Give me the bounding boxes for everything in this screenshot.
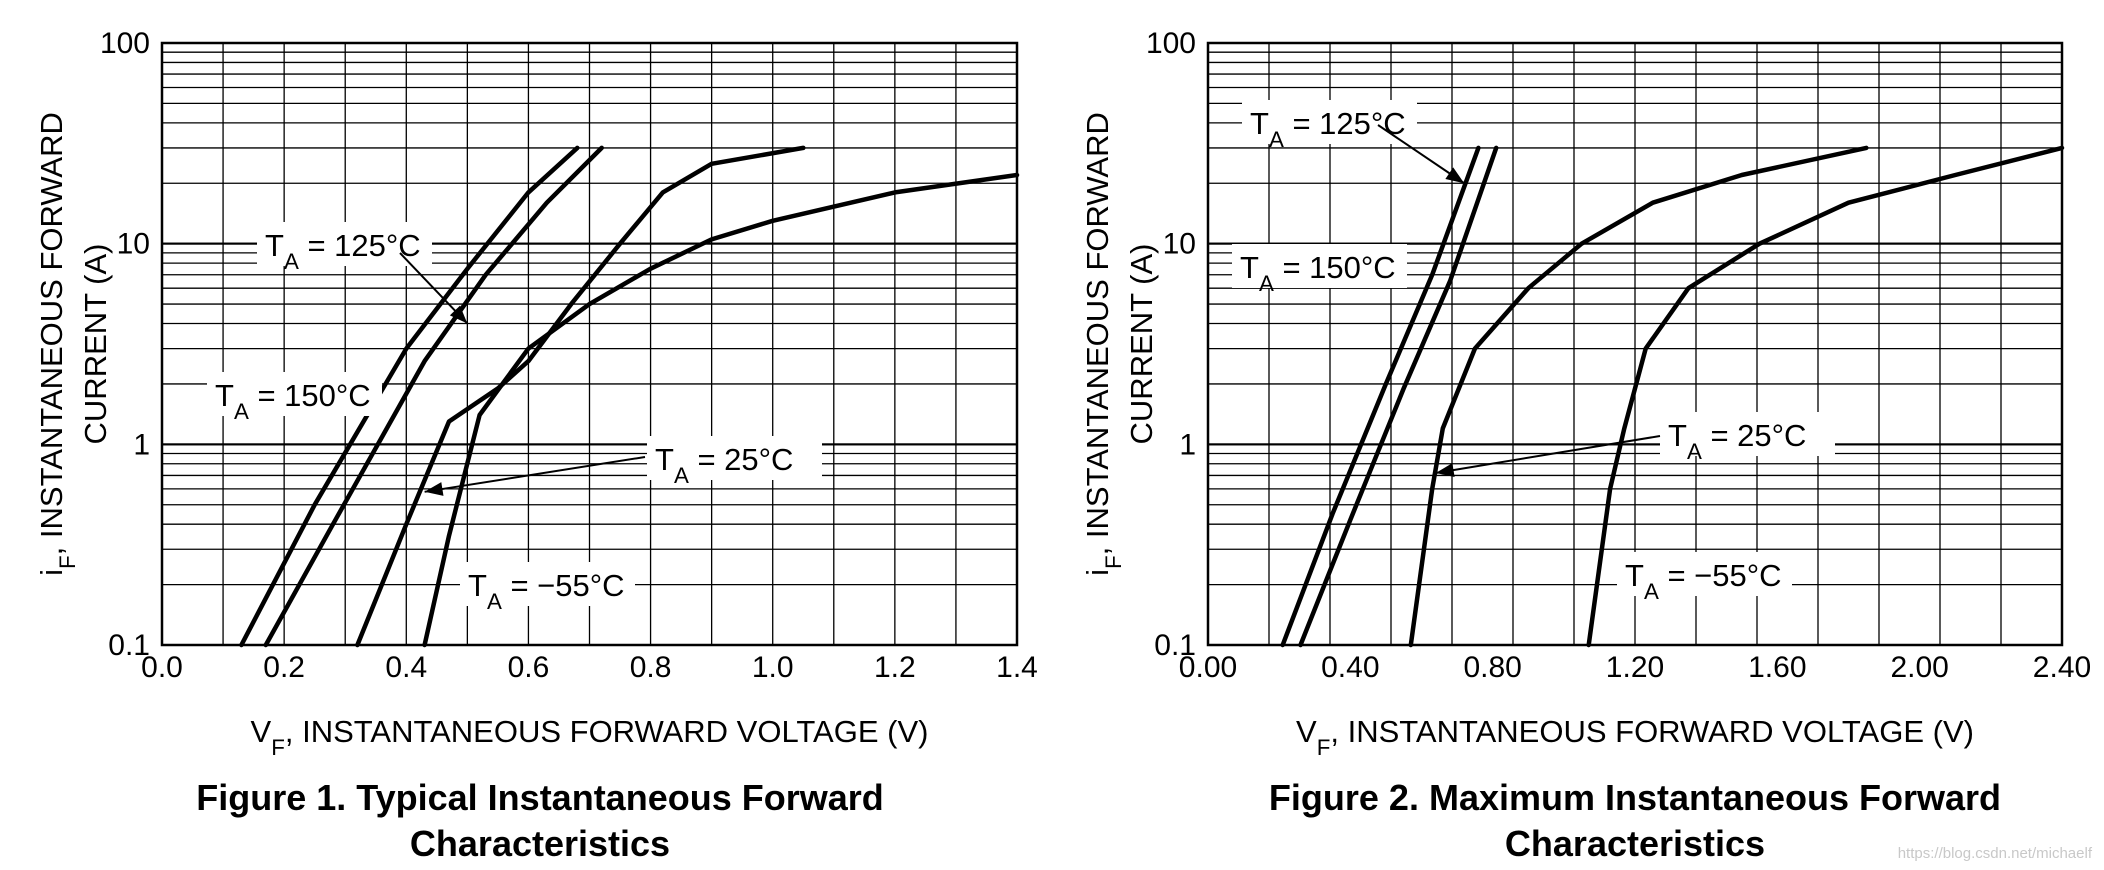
- annotation-2: TA = 150°C: [1232, 244, 1407, 296]
- arrowhead: [449, 305, 468, 324]
- annotation-1: TA = 125°C: [257, 222, 469, 325]
- y-axis-label-line1: iF, INSTANTANEOUS FORWARD: [1080, 112, 1126, 576]
- x-tick-label: 2.40: [2033, 651, 2091, 684]
- annotation-label: TA = 25°C: [655, 442, 793, 488]
- annotation-label: TA = 125°C: [265, 228, 421, 274]
- y-axis-label: iF, INSTANTANEOUS FORWARD CURRENT (A): [34, 112, 113, 576]
- annotation-bg: [1660, 412, 1835, 456]
- annotation-3: TA = 25°C: [424, 436, 822, 496]
- figure1-title: Figure 1. Typical Instantaneous Forward: [196, 777, 884, 818]
- y-tick-label: 1: [1179, 428, 1196, 461]
- annotation-4: TA = −55°C: [460, 562, 635, 614]
- y-tick-label: 1: [133, 428, 150, 461]
- chart-2: 0.00 0.40 0.80 1.20 1.60 2.00 2.40 0.1 1 10 100 VF,…: [1080, 27, 2091, 760]
- annotation-bg: [647, 436, 822, 480]
- plot-frame: [160, 41, 1019, 647]
- y-tick-label: 10: [117, 228, 150, 261]
- series-line-2: [1298, 145, 1499, 648]
- annotation-label: TA = −55°C: [468, 568, 625, 614]
- x-tick-label: 0.4: [385, 651, 427, 684]
- y-tick-label: 0.1: [108, 629, 150, 662]
- x-tick-label: 0.2: [263, 651, 305, 684]
- figure1-caption: Figure 1. Typical Instantaneous Forward …: [130, 775, 950, 867]
- x-tick-label: 0.0: [141, 651, 183, 684]
- y-tick-label: 10: [1163, 228, 1196, 261]
- y-tick-label: 100: [1146, 27, 1196, 60]
- y-tick-label: 100: [100, 27, 150, 60]
- annotation-bg: [460, 562, 635, 606]
- x-axis-label: VF, INSTANTANEOUS FORWARD VOLTAGE (V): [251, 714, 929, 760]
- x-tick-label: 2.00: [1890, 651, 1948, 684]
- series-line-4: [422, 172, 1020, 648]
- y-tick-label: 0.1: [1154, 629, 1196, 662]
- annotation-label: TA = 150°C: [1240, 250, 1396, 296]
- annotation-label: TA = −55°C: [1625, 558, 1782, 604]
- annotation-1: TA = 125°C: [1242, 100, 1465, 185]
- x-tick-label: 0.00: [1179, 651, 1237, 684]
- annotation-4: TA = −55°C: [1617, 552, 1792, 604]
- y-axis-label: iF, INSTANTANEOUS FORWARD CURRENT (A): [1080, 112, 1159, 576]
- x-axis-label: VF, INSTANTANEOUS FORWARD VOLTAGE (V): [1296, 714, 1974, 760]
- series-line-2: [263, 145, 604, 648]
- x-tick-label: 1.0: [752, 651, 794, 684]
- x-tick-label: 0.8: [630, 651, 672, 684]
- arrowhead: [1445, 167, 1465, 184]
- series-line-1: [1280, 145, 1481, 648]
- annotation-bg: [207, 372, 382, 416]
- annotation-label: TA = 25°C: [1668, 418, 1806, 464]
- y-axis-label-line2: CURRENT (A): [78, 244, 113, 445]
- x-tick-label: 1.60: [1748, 651, 1806, 684]
- watermark: https://blog.csdn.net/michaelf: [1897, 845, 2092, 862]
- series-line-1: [239, 145, 580, 648]
- arrowhead: [1435, 463, 1455, 477]
- annotation-2: TA = 150°C: [207, 372, 382, 424]
- annotation-bg: [1232, 244, 1407, 288]
- arrowhead: [424, 482, 444, 496]
- annotation-bg: [1617, 552, 1792, 596]
- chart-1: 0.0 0.2 0.4 0.6 0.8 1.0 1.2 1.4 0.1 1 10 100 VF, INS…: [34, 27, 1038, 760]
- y-axis-label-line2: CURRENT (A): [1124, 244, 1159, 445]
- series-line-4: [1586, 145, 2065, 648]
- annotation-arrow: [1435, 435, 1661, 474]
- annotation-arrow: [424, 456, 646, 493]
- figure1-title-line2: Characteristics: [409, 823, 671, 864]
- x-tick-label: 1.20: [1606, 651, 1664, 684]
- annotation-label: TA = 150°C: [215, 378, 371, 424]
- x-tick-label: 0.6: [508, 651, 550, 684]
- annotation-bg: [1242, 100, 1417, 144]
- figure2-title: Figure 2. Maximum Instantaneous Forward: [1268, 777, 2002, 818]
- x-tick-label: 1.2: [874, 651, 916, 684]
- y-axis-label-line1: iF, INSTANTANEOUS FORWARD: [34, 112, 80, 576]
- plot-frame: [1206, 41, 2064, 647]
- annotation-label: TA = 125°C: [1250, 106, 1406, 152]
- x-tick-label: 0.40: [1321, 651, 1379, 684]
- figure2-caption: Figure 2. Maximum Instantaneous Forward …: [1225, 775, 2045, 867]
- x-tick-label: 0.80: [1463, 651, 1521, 684]
- figure2-title-line2: Characteristics: [1504, 823, 1766, 864]
- annotation-bg: [257, 222, 432, 266]
- annotation-3: TA = 25°C: [1435, 412, 1835, 477]
- series-line-3: [1408, 145, 1869, 648]
- x-tick-label: 1.4: [996, 651, 1038, 684]
